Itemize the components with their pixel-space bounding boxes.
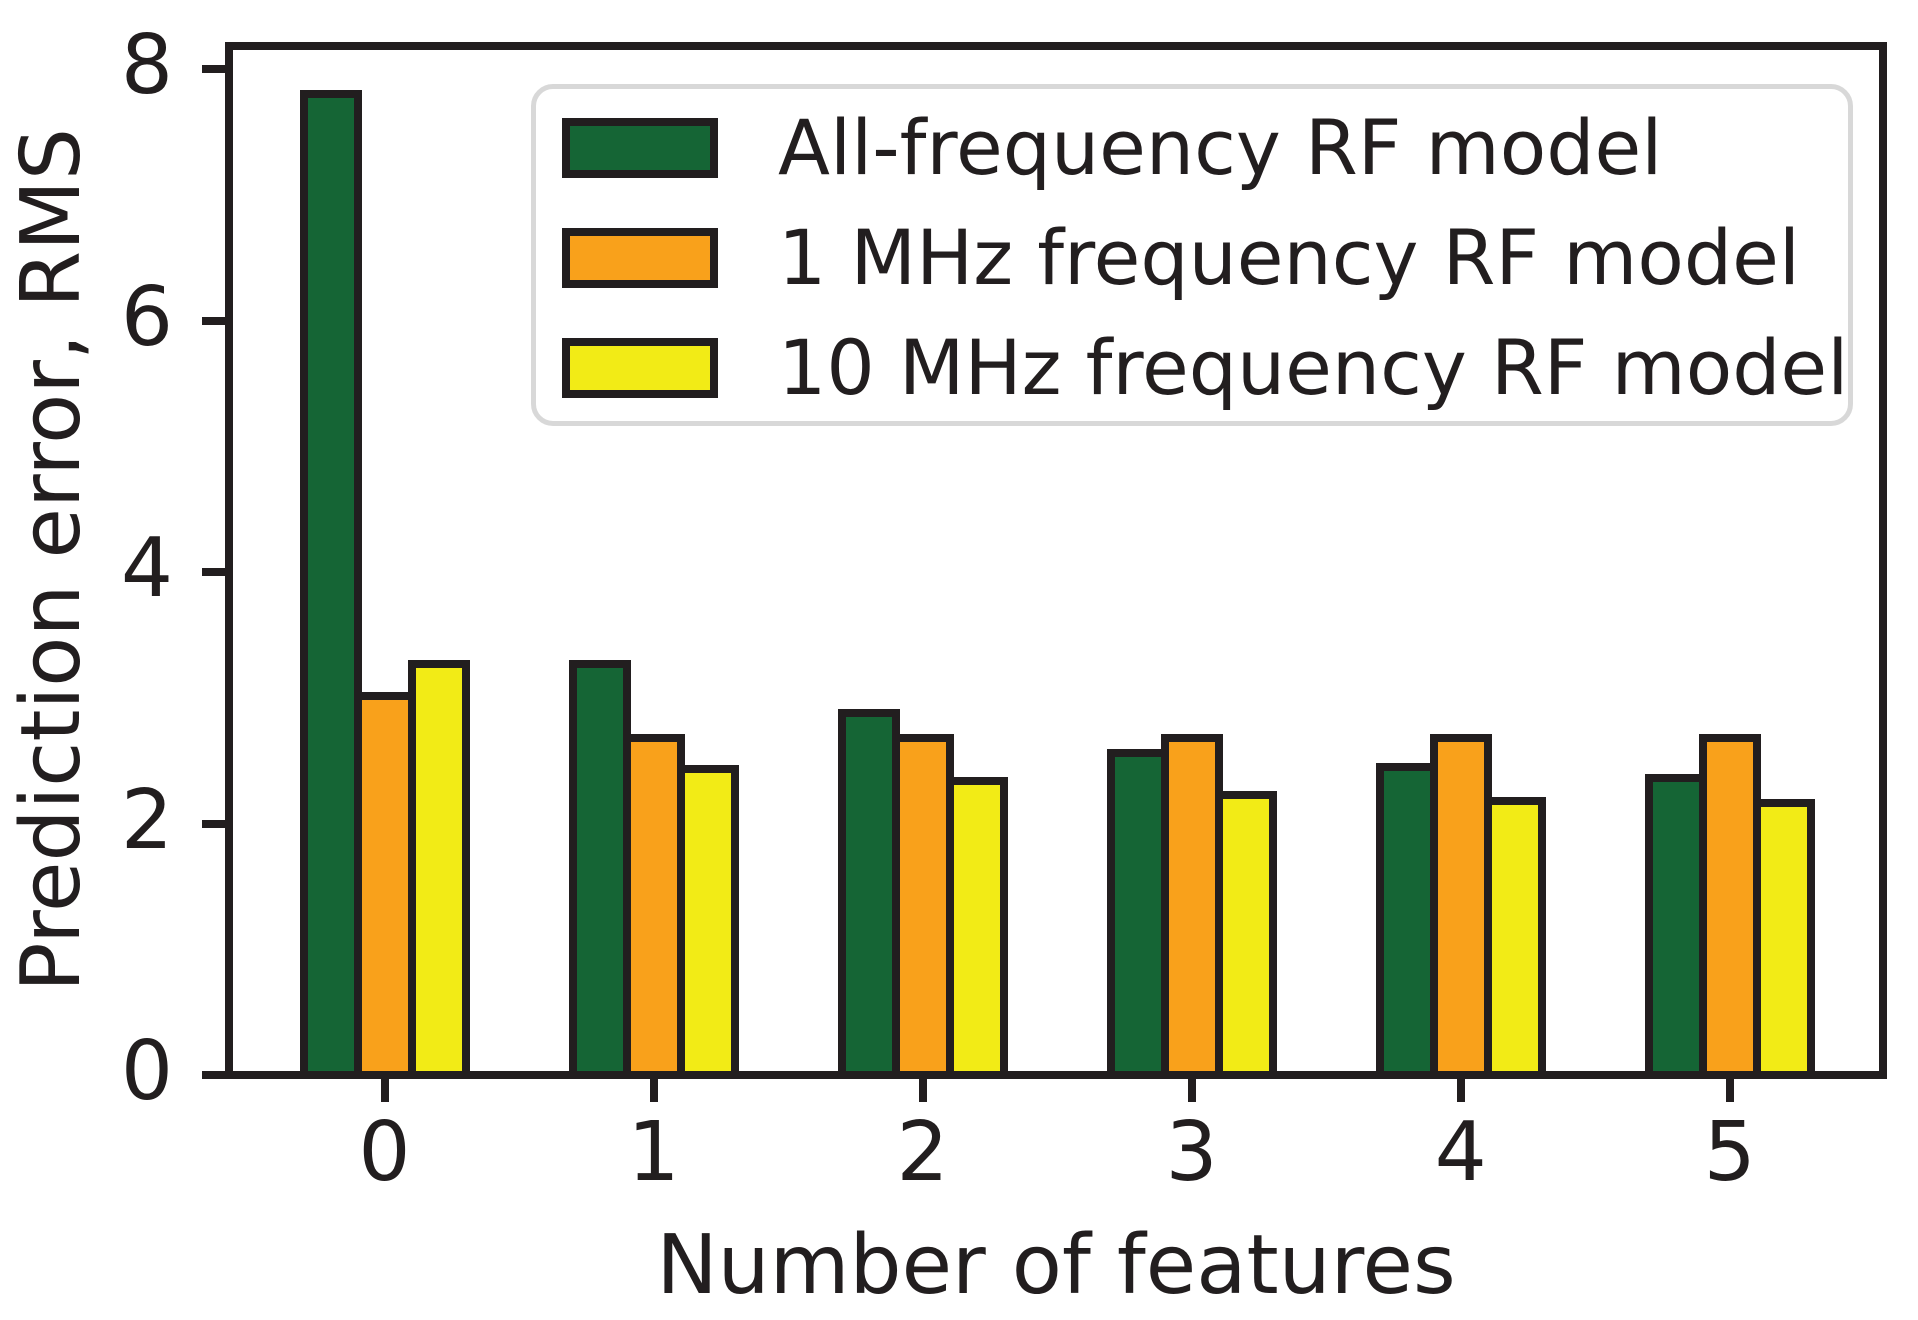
y-tick-4 — [202, 568, 229, 576]
y-axis-label: Prediction error, RMS — [4, 128, 99, 992]
x-tick-label-5: 5 — [1703, 1105, 1756, 1200]
legend-swatch-all-frequency-rf-model — [562, 118, 718, 178]
bar-10mhz-frequency-rf-model-2 — [945, 776, 1008, 1075]
bar-fill — [1491, 804, 1538, 1075]
bar-10mhz-frequency-rf-model-5 — [1752, 799, 1815, 1075]
x-tick-5 — [1725, 1075, 1734, 1102]
bar-fill — [1652, 782, 1699, 1075]
y-tick-label-8: 8 — [120, 18, 173, 113]
bar-1mhz-frequency-rf-model-0 — [353, 692, 416, 1075]
bar-fill — [845, 716, 892, 1075]
legend-swatch-1mhz-frequency-rf-model — [562, 228, 718, 288]
bar-10mhz-frequency-rf-model-4 — [1483, 796, 1546, 1075]
bar-all-frequency-rf-model-4 — [1375, 762, 1438, 1075]
bar-fill — [953, 784, 1000, 1075]
legend-label-1mhz-frequency-rf-model: 1 MHz frequency RF model — [778, 213, 1800, 302]
bar-fill — [1114, 757, 1161, 1075]
bar-all-frequency-rf-model-2 — [837, 708, 900, 1075]
plot-frame — [225, 42, 1887, 1079]
x-tick-label-2: 2 — [896, 1105, 949, 1200]
bar-1mhz-frequency-rf-model-1 — [622, 733, 685, 1075]
bar-fill — [630, 741, 677, 1075]
x-tick-label-1: 1 — [627, 1105, 680, 1200]
bar-1mhz-frequency-rf-model-5 — [1698, 733, 1761, 1075]
bar-fill — [684, 773, 731, 1075]
legend-item-10mhz-frequency-rf-model: 10 MHz frequency RF model — [536, 313, 1848, 423]
y-tick-6 — [202, 316, 229, 325]
bar-all-frequency-rf-model-3 — [1106, 749, 1169, 1075]
legend-label-10mhz-frequency-rf-model: 10 MHz frequency RF model — [778, 323, 1849, 412]
x-tick-1 — [649, 1075, 658, 1102]
bar-10mhz-frequency-rf-model-1 — [676, 765, 739, 1075]
bar-fill — [1168, 741, 1215, 1075]
y-tick-label-4: 4 — [120, 521, 173, 616]
legend-item-1mhz-frequency-rf-model: 1 MHz frequency RF model — [536, 203, 1848, 313]
legend: All-frequency RF model 1 MHz frequency RF… — [531, 84, 1853, 426]
y-tick-2 — [202, 819, 229, 828]
bar-fill — [1706, 741, 1753, 1075]
y-tick-label-0: 0 — [120, 1024, 173, 1119]
bar-1mhz-frequency-rf-model-4 — [1429, 733, 1492, 1075]
bar-10mhz-frequency-rf-model-3 — [1214, 790, 1277, 1075]
x-tick-0 — [380, 1075, 389, 1102]
legend-swatch-10mhz-frequency-rf-model — [562, 338, 718, 398]
y-tick-8 — [202, 65, 229, 73]
bar-fill — [576, 667, 623, 1075]
bar-fill — [361, 700, 408, 1075]
y-tick-label-2: 2 — [120, 772, 173, 868]
x-tick-label-4: 4 — [1434, 1105, 1487, 1200]
bar-1mhz-frequency-rf-model-3 — [1160, 733, 1223, 1075]
y-tick-0 — [202, 1071, 229, 1079]
bar-fill — [1760, 807, 1807, 1075]
bar-all-frequency-rf-model-1 — [568, 659, 631, 1075]
y-tick-label-6: 6 — [120, 269, 173, 365]
x-axis-label: Number of features — [656, 1218, 1456, 1313]
x-tick-2 — [918, 1075, 927, 1102]
bar-all-frequency-rf-model-0 — [299, 90, 362, 1075]
x-tick-label-3: 3 — [1165, 1105, 1218, 1200]
bar-all-frequency-rf-model-5 — [1644, 774, 1707, 1075]
legend-item-all-frequency-rf-model: All-frequency RF model — [536, 93, 1848, 203]
x-tick-3 — [1187, 1075, 1196, 1102]
bar-1mhz-frequency-rf-model-2 — [891, 733, 954, 1075]
x-tick-label-0: 0 — [358, 1105, 411, 1200]
bar-fill — [899, 741, 946, 1075]
bar-fill — [1383, 770, 1430, 1075]
bar-10mhz-frequency-rf-model-0 — [407, 659, 470, 1075]
bar-fill — [1437, 741, 1484, 1075]
bar-fill — [415, 667, 462, 1075]
bar-fill — [307, 98, 354, 1075]
legend-label-all-frequency-rf-model: All-frequency RF model — [778, 103, 1663, 192]
x-tick-4 — [1456, 1075, 1465, 1102]
bar-fill — [1222, 798, 1269, 1075]
